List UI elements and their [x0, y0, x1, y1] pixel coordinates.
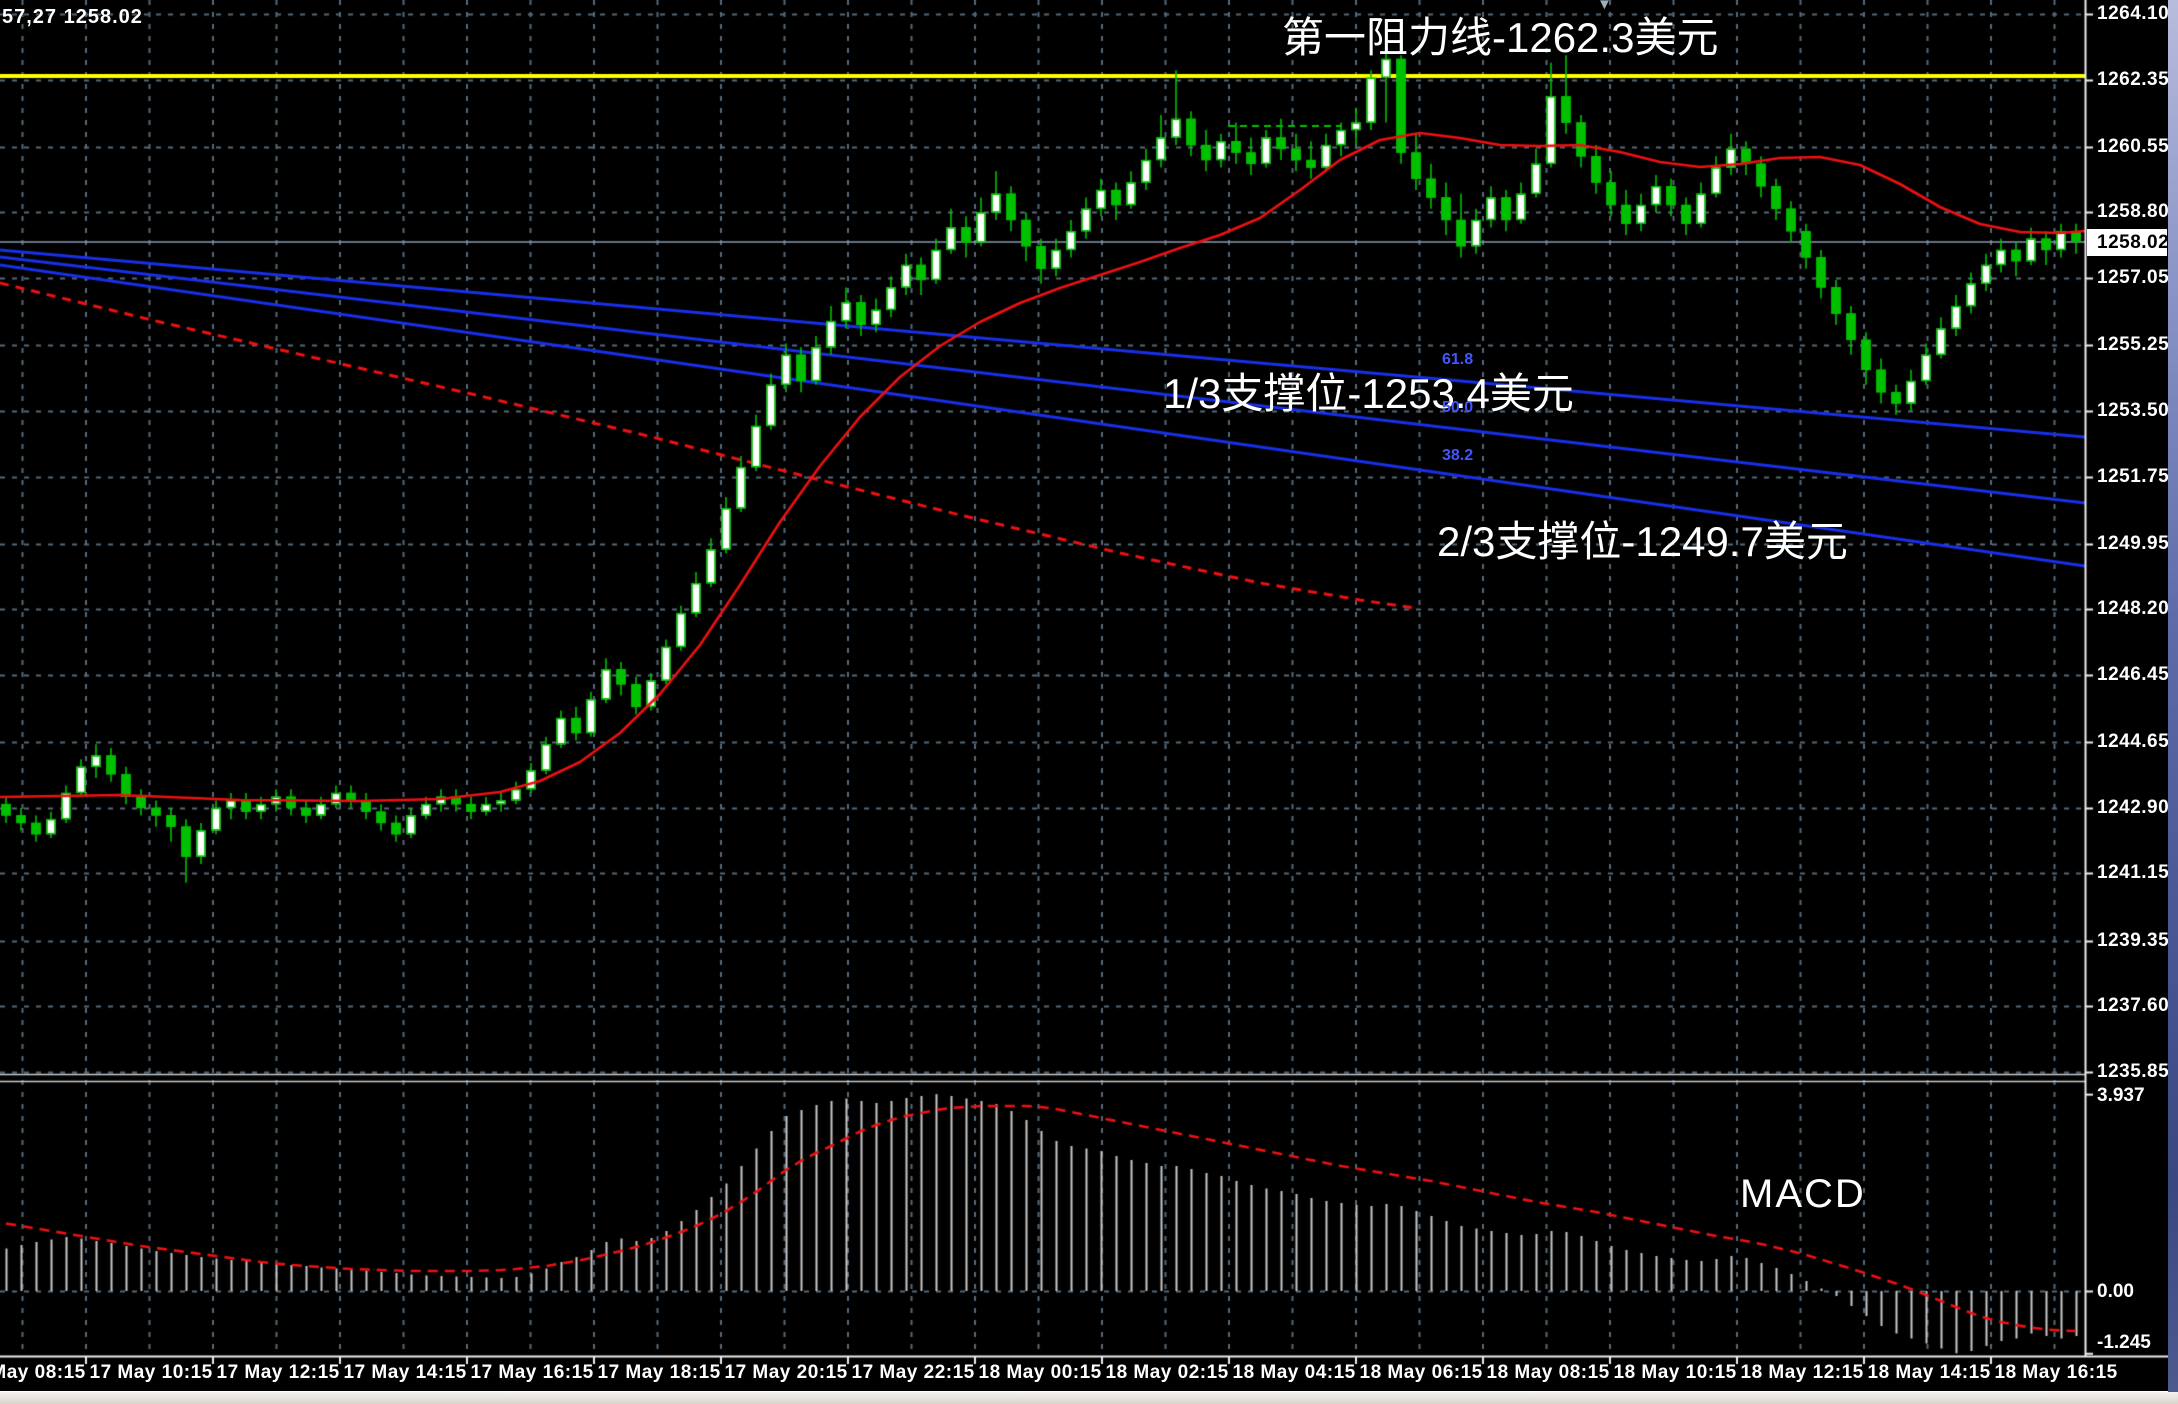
- price-axis-label: 1248.20: [2097, 598, 2170, 620]
- price-axis-label: 1258.80: [2097, 201, 2170, 223]
- bottom-window-strip: [0, 1391, 2178, 1404]
- time-axis-label: 18 May 10:15: [1613, 1362, 1737, 1383]
- time-axis-label: 17 May 20:15: [724, 1362, 848, 1383]
- price-axis-label: 1249.95: [2097, 532, 2170, 554]
- price-axis-label: 1239.35: [2097, 929, 2170, 951]
- macd-indicator-label: MACD: [1740, 1172, 1866, 1216]
- price-axis-label: 1260.55: [2097, 135, 2170, 157]
- time-axis-label: 18 May 08:15: [1486, 1362, 1610, 1383]
- annotation-two-thirds-support[interactable]: 2/3支撑位-1249.7美元: [1437, 518, 1848, 565]
- price-axis-label: 1251.75: [2097, 465, 2170, 487]
- fib-level-label-61-8: 61.8: [1442, 351, 1474, 368]
- price-axis-label: 1253.50: [2097, 399, 2170, 421]
- time-axis-label: 17 May 18:15: [597, 1362, 721, 1383]
- time-axis-label: 18 May 06:15: [1359, 1362, 1483, 1383]
- desktop-wallpaper-sliver: [2168, 0, 2178, 1392]
- object-anchor-triangle-icon: ▼: [1597, 0, 1612, 13]
- macd-zero-label: 0.00: [2097, 1281, 2134, 1302]
- price-axis-label: 1264.10: [2097, 3, 2170, 24]
- price-axis-label: 1246.45: [2097, 663, 2170, 685]
- price-axis-label: 1244.65: [2097, 731, 2170, 753]
- time-axis-label: 17 May 12:15: [216, 1362, 340, 1383]
- ohlc-info-readout: 57,27 1258.02: [2, 6, 143, 28]
- time-axis-label: 18 May 12:15: [1740, 1362, 1864, 1383]
- time-axis-label: 17 May 14:15: [343, 1362, 467, 1383]
- time-axis-label: 17 May 08:15: [0, 1362, 86, 1383]
- price-axis-label: 1235.85: [2097, 1060, 2170, 1082]
- time-axis-label: 18 May 16:15: [1994, 1362, 2118, 1383]
- fib-level-label-50-0: 50.0: [1442, 399, 1474, 416]
- time-axis-label: 18 May 04:15: [1232, 1362, 1356, 1383]
- price-axis-label: 1241.15: [2097, 862, 2170, 884]
- macd-max-label: 3.937: [2097, 1085, 2145, 1106]
- fib-level-label-38-2: 38.2: [1442, 447, 1474, 464]
- price-axis-label: 1255.25: [2097, 334, 2170, 356]
- macd-min-label: -1.245: [2097, 1332, 2151, 1353]
- current-price-box: 1258.02: [2087, 229, 2169, 256]
- annotation-one-third-support[interactable]: 1/3支撑位-1253.4美元: [1163, 370, 1574, 417]
- price-axis-label: 1242.90: [2097, 796, 2170, 818]
- time-axis-label: 18 May 14:15: [1867, 1362, 1991, 1383]
- annotation-first-resistance[interactable]: 第一阻力线-1262.3美元: [1282, 14, 1719, 61]
- price-axis[interactable]: 1264.10 1262.35 1260.55 1258.80 1257.05 1255.…: [2086, 0, 2170, 1357]
- price-axis-label: 1262.35: [2097, 68, 2170, 90]
- time-axis-label: 18 May 00:15: [978, 1362, 1102, 1383]
- price-axis-label: 1257.05: [2097, 267, 2170, 289]
- time-axis-label: 17 May 10:15: [89, 1362, 213, 1383]
- time-axis-label: 17 May 16:15: [470, 1362, 594, 1383]
- price-axis-label: 1237.60: [2097, 995, 2170, 1017]
- time-axis-label: 17 May 22:15: [851, 1362, 975, 1383]
- time-axis-label: 18 May 02:15: [1105, 1362, 1229, 1383]
